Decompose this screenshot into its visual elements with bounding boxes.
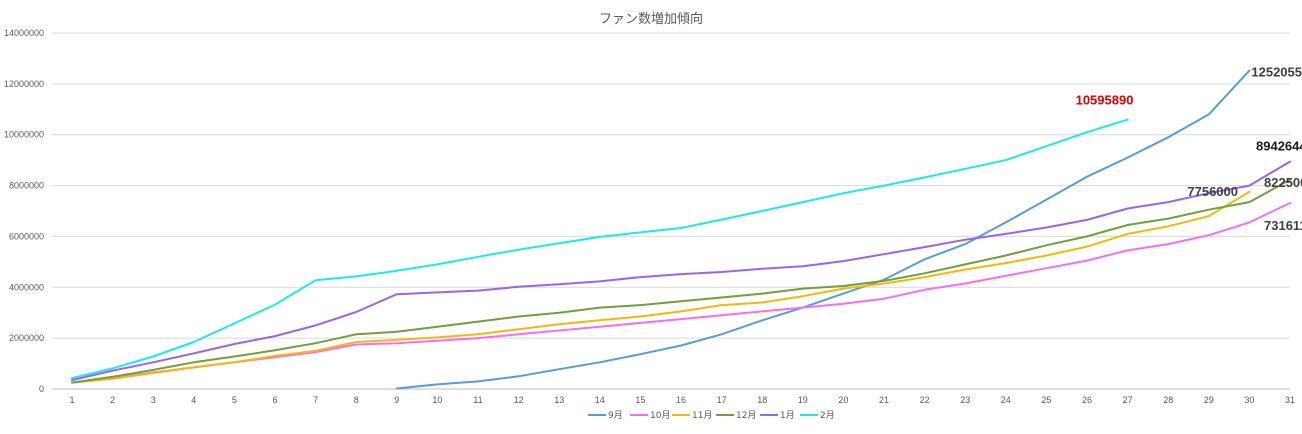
y-tick-label: 12000000 [4,79,44,89]
x-tick-label: 25 [1041,395,1051,405]
series-line-1 [395,69,1251,390]
chart-title: ファン数増加傾向 [599,11,703,27]
x-tick-label: 2 [110,395,115,405]
series-line-2 [71,202,1291,384]
y-tick-label: 4000000 [9,282,44,292]
legend-label: 12月 [736,410,756,421]
legend[interactable]: 9月 10月 11月 12月 1月 2月 [588,410,835,421]
series-line-5 [71,160,1291,382]
x-tick-label: 31 [1285,395,1295,405]
series-line-6 [71,118,1129,380]
y-axis-tick-labels: 0 2000000 4000000 6000000 8000000 10000000 120… [4,28,44,394]
legend-label: 10月 [650,410,670,421]
legend-label: 1月 [780,410,795,421]
x-tick-label: 7 [313,395,318,405]
legend-item[interactable]: 2月 [800,410,835,421]
x-tick-label: 11 [473,395,482,405]
series-lines [71,69,1291,390]
y-tick-label: 0 [39,384,44,394]
x-tick-label: 30 [1244,395,1254,405]
x-tick-label: 27 [1123,395,1133,405]
x-tick-label: 18 [757,395,767,405]
x-tick-label: 1 [69,395,74,405]
x-tick-label: 16 [676,395,686,405]
x-tick-label: 3 [151,395,156,405]
x-tick-label: 17 [717,395,727,405]
y-tick-label: 10000000 [4,130,44,140]
x-tick-label: 9 [394,395,399,405]
value-annotation: 8225000 [1264,175,1302,190]
x-tick-label: 12 [514,395,524,405]
value-annotation: 10595890 [1076,93,1134,108]
x-tick-label: 4 [191,395,196,405]
value-annotation: 12520558 [1251,65,1302,80]
y-tick-label: 6000000 [9,231,44,241]
x-tick-label: 28 [1163,395,1173,405]
series-line-3 [71,190,1251,384]
x-tick-label: 20 [838,395,848,405]
x-tick-label: 22 [920,395,930,405]
legend-item[interactable]: 11月 [672,410,712,421]
x-tick-label: 15 [635,395,645,405]
legend-label: 9月 [608,410,623,421]
x-tick-label: 29 [1204,395,1214,405]
x-tick-label: 14 [595,395,605,405]
x-tick-label: 13 [554,395,564,405]
value-annotation: 7316111 [1264,218,1302,233]
x-axis-tick-labels: 1 2 3 4 5 6 7 8 9 10 11 12 13 14 15 16 17 18 19 20 21 22 23 24 2… [69,395,1295,405]
legend-label: 11月 [692,410,712,421]
y-tick-label: 8000000 [9,181,44,191]
x-tick-label: 23 [960,395,970,405]
legend-item[interactable]: 10月 [630,410,670,421]
legend-label: 2月 [820,410,835,421]
x-tick-label: 24 [1001,395,1011,405]
legend-item[interactable]: 9月 [588,410,623,421]
value-annotations: 12520558 10595890 8942644 8225000 7756000 731… [1076,65,1302,233]
x-tick-label: 21 [879,395,889,405]
x-tick-label: 19 [798,395,808,405]
x-tick-label: 6 [272,395,277,405]
value-annotation: 7756000 [1187,184,1238,199]
x-tick-label: 10 [432,395,442,405]
series-line-4 [71,178,1291,384]
y-tick-label: 2000000 [9,333,44,343]
legend-item[interactable]: 1月 [760,410,795,421]
gridlines [52,32,1290,390]
y-tick-label: 14000000 [4,28,44,38]
x-tick-label: 8 [354,395,359,405]
x-tick-label: 26 [1082,395,1092,405]
legend-item[interactable]: 12月 [716,410,756,421]
x-tick-label: 5 [232,395,237,405]
value-annotation: 8942644 [1256,139,1302,154]
